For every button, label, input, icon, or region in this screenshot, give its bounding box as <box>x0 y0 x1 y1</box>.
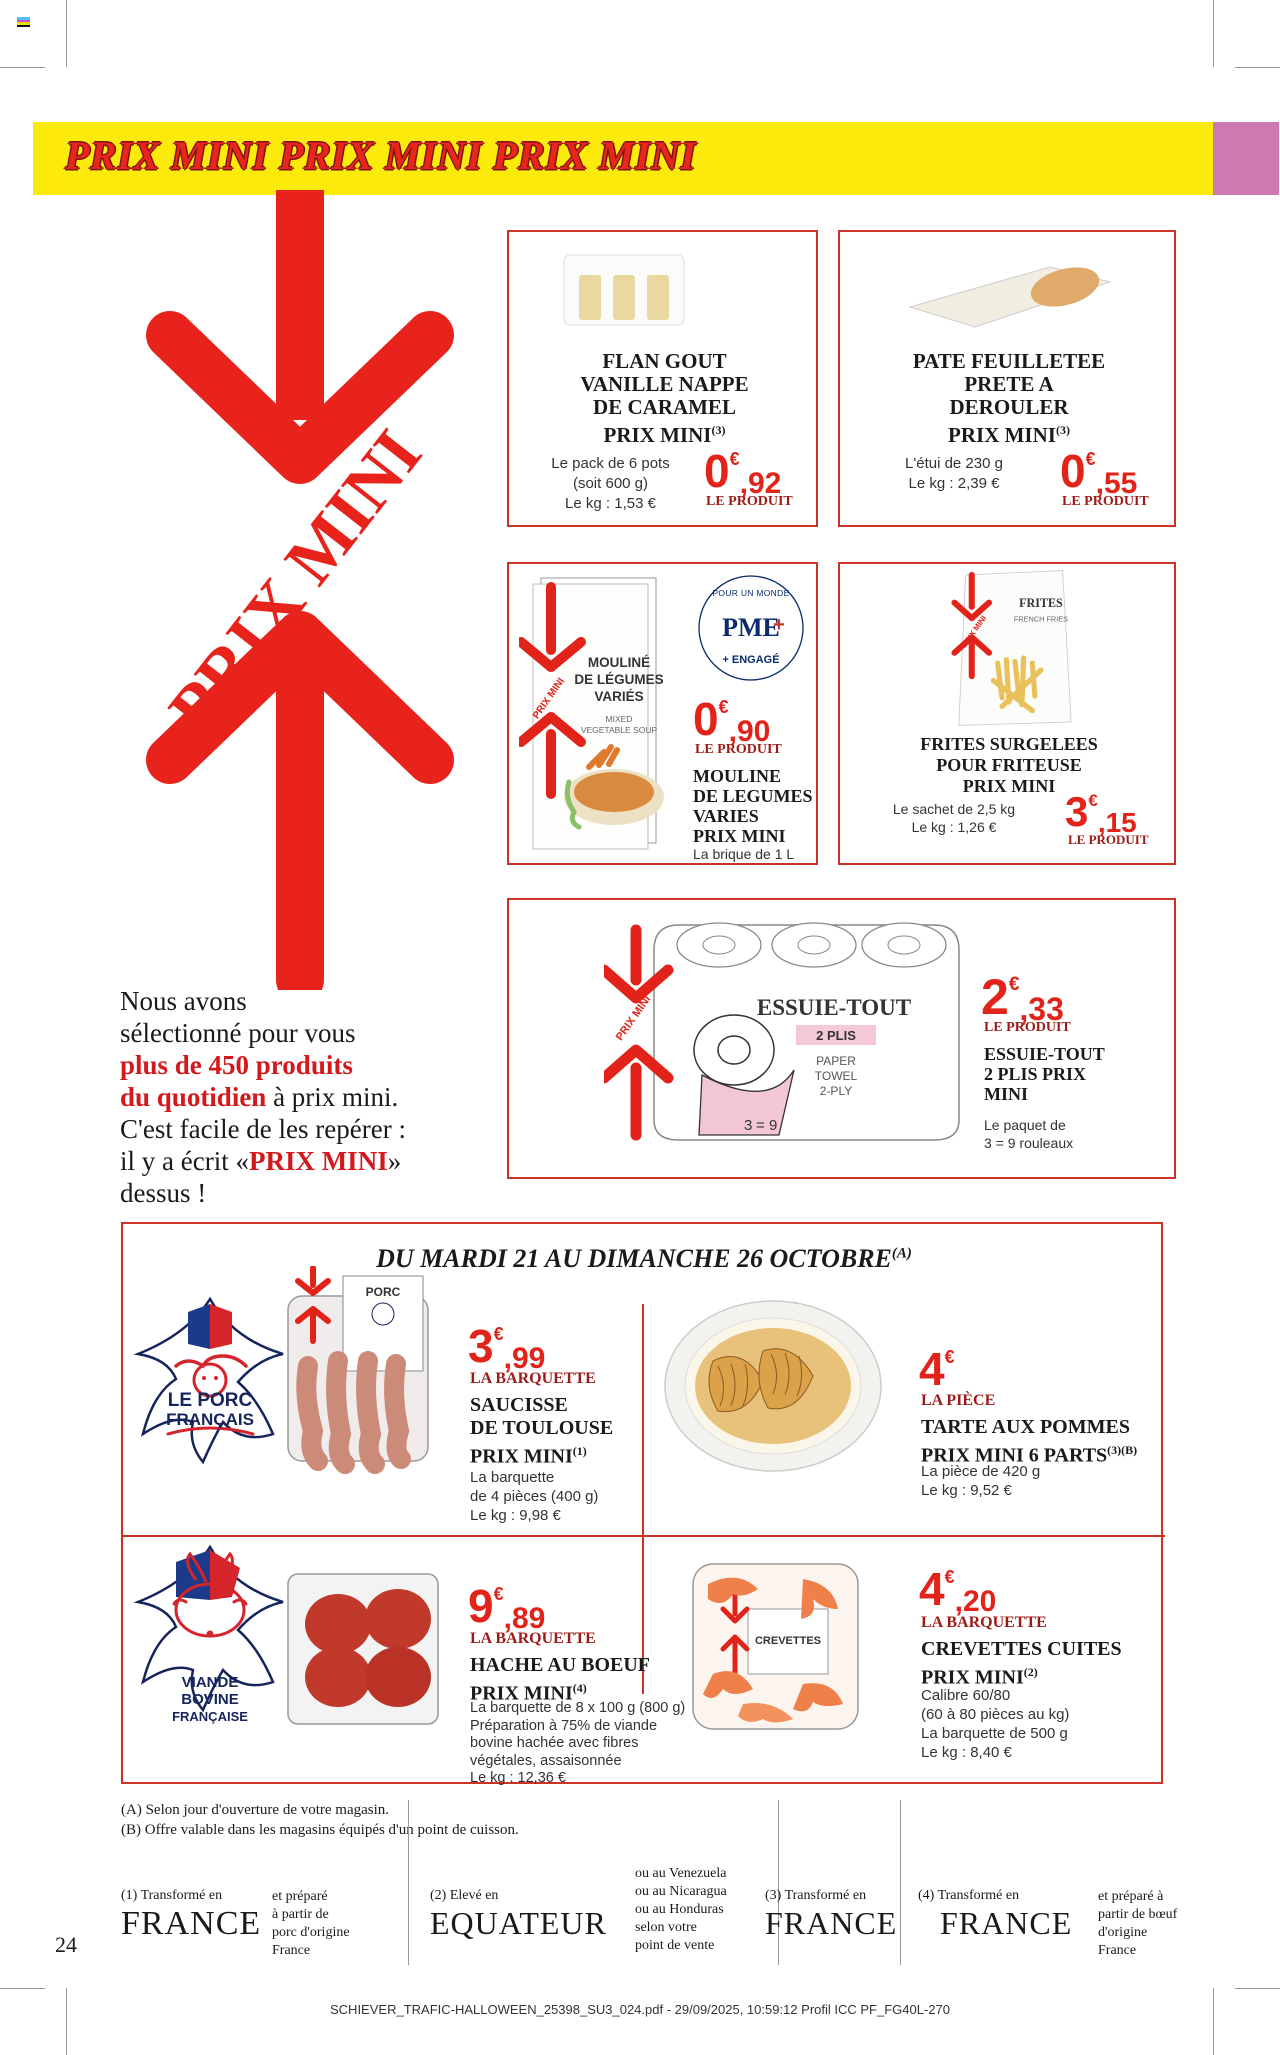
svg-text:VIANDE: VIANDE <box>182 1674 239 1691</box>
svg-text:FRENCH FRIES: FRENCH FRIES <box>1014 615 1068 624</box>
svg-text:PME: PME <box>722 613 780 642</box>
svg-text:FRITES: FRITES <box>1019 596 1063 610</box>
svg-text:2-PLY: 2-PLY <box>820 1084 852 1098</box>
svg-text:9: 9 <box>769 1117 777 1134</box>
svg-text:TOWEL: TOWEL <box>815 1069 858 1083</box>
svg-text:POUR UN MONDE: POUR UN MONDE <box>712 588 789 598</box>
svg-text:VEGETABLE SOUP: VEGETABLE SOUP <box>581 725 658 735</box>
svg-text:MOULINÉ: MOULINÉ <box>588 655 650 670</box>
svg-text:DE LÉGUMES: DE LÉGUMES <box>574 672 663 687</box>
svg-text:+: + <box>773 614 785 636</box>
svg-text:BOVINE: BOVINE <box>181 1691 239 1708</box>
svg-text:PORC: PORC <box>366 1285 401 1299</box>
svg-text:FRANÇAIS: FRANÇAIS <box>166 1410 254 1429</box>
svg-text:2 PLIS: 2 PLIS <box>816 1028 856 1043</box>
svg-text:+ ENGAGÉ: + ENGAGÉ <box>722 653 779 666</box>
svg-text:3: 3 <box>744 1117 752 1134</box>
svg-text:VARIÉS: VARIÉS <box>594 689 643 704</box>
svg-text:LE PORC: LE PORC <box>168 1390 253 1411</box>
svg-text:MIXED: MIXED <box>606 714 633 724</box>
svg-text:PAPER: PAPER <box>816 1054 856 1068</box>
svg-text:ESSUIE-TOUT: ESSUIE-TOUT <box>757 995 911 1020</box>
svg-text:=: = <box>756 1117 765 1134</box>
svg-text:CREVETTES: CREVETTES <box>755 1635 821 1647</box>
svg-text:FRANÇAISE: FRANÇAISE <box>172 1709 248 1724</box>
